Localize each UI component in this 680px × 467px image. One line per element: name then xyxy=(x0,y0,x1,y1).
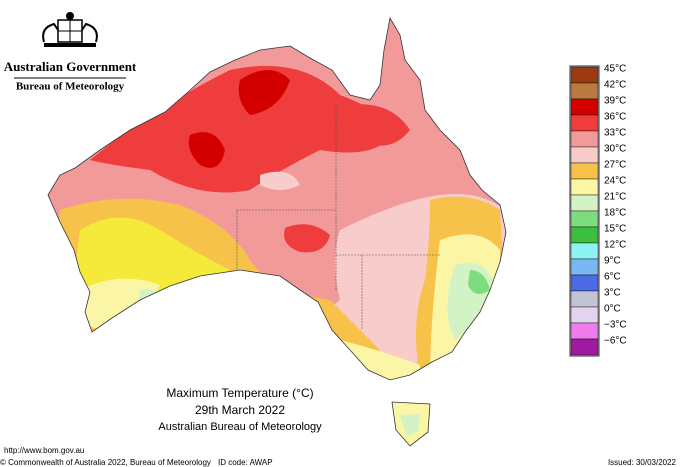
legend-swatch xyxy=(570,306,599,324)
legend-swatch xyxy=(570,338,599,356)
coastline xyxy=(47,16,507,381)
legend-label: 30°C xyxy=(604,144,626,155)
legend: 45°C 42°C 39°C 36°C 33°C 30°C 27°C 24°C 21°C 18°C… xyxy=(569,64,627,357)
legend-swatch xyxy=(570,82,599,100)
legend-label: 9°C xyxy=(604,256,621,267)
map-source: Australian Bureau of Meteorology xyxy=(158,421,322,433)
legend-swatch xyxy=(570,130,599,148)
legend-swatch xyxy=(570,210,599,228)
legend-swatch xyxy=(570,226,599,244)
legend-label: −6°C xyxy=(604,336,627,347)
legend-label: 42°C xyxy=(604,80,626,91)
footer-url: http://www.bom.gov.au xyxy=(4,446,84,455)
state-borders xyxy=(236,105,440,330)
map-date: 29th March 2022 xyxy=(195,403,285,417)
legend-label: 6°C xyxy=(604,272,621,283)
legend-label: 36°C xyxy=(604,112,626,123)
legend-label: 21°C xyxy=(604,192,626,203)
legend-swatch xyxy=(570,66,599,84)
legend-label: −3°C xyxy=(604,320,627,331)
legend-label: 15°C xyxy=(604,224,626,235)
legend-label: 3°C xyxy=(604,288,621,299)
footer-copyright: © Commonwealth of Australia 2022, Bureau… xyxy=(0,458,211,467)
tasmania-zone xyxy=(400,414,420,436)
agency-name: Bureau of Meteorology xyxy=(16,81,125,93)
footer-id-code: ID code: AWAP xyxy=(218,458,273,467)
legend-label: 27°C xyxy=(604,160,626,171)
legend-swatch xyxy=(570,98,599,116)
legend-label: 24°C xyxy=(604,176,626,187)
legend-swatch xyxy=(570,178,599,196)
legend-swatch xyxy=(570,242,599,260)
legend-swatch xyxy=(570,322,599,340)
legend-label: 33°C xyxy=(604,128,626,139)
coat-of-arms xyxy=(42,12,98,47)
legend-swatch xyxy=(570,146,599,164)
legend-label: 0°C xyxy=(604,304,621,315)
government-name: Australian Government xyxy=(4,59,137,74)
legend-label: 12°C xyxy=(604,240,626,251)
legend-label: 45°C xyxy=(604,64,626,75)
legend-swatch xyxy=(570,258,599,276)
legend-swatch xyxy=(570,114,599,132)
footer-issued: Issued: 30/03/2022 xyxy=(608,458,677,467)
legend-frame xyxy=(569,65,600,357)
legend-swatch xyxy=(570,290,599,308)
legend-swatch xyxy=(570,274,599,292)
legend-label: 18°C xyxy=(604,208,626,219)
map-title: Maximum Temperature (°C) xyxy=(166,386,313,400)
legend-swatch xyxy=(570,162,599,180)
legend-label: 39°C xyxy=(604,96,626,107)
legend-swatch xyxy=(570,194,599,212)
